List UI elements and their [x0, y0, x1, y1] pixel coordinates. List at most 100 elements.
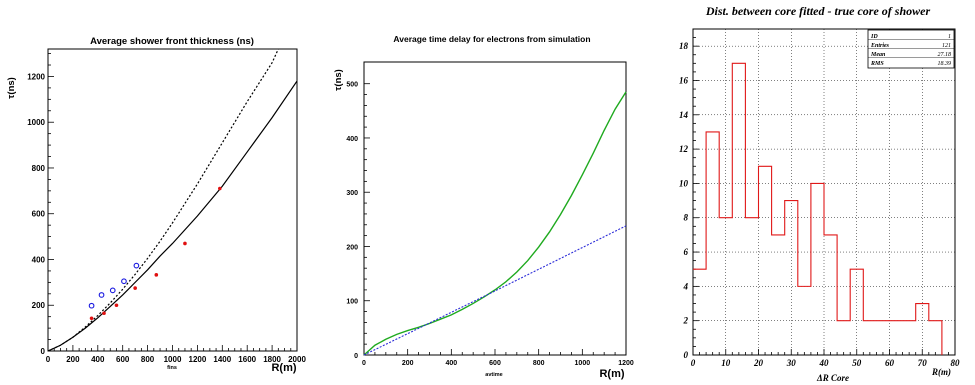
chart1-x-tick-label: 600 — [116, 355, 130, 364]
chart2-x-tick-label: 400 — [445, 360, 457, 367]
chart3-y-tick-label: 6 — [684, 247, 689, 257]
chart3-y-tick-label: 18 — [679, 41, 689, 51]
chart2-frame — [363, 61, 627, 356]
chart1-ylabel: τ(ns) — [6, 77, 17, 99]
chart2-x-tick-label: 600 — [489, 360, 501, 367]
chart1-y-tick-label: 600 — [32, 210, 46, 219]
chart1-red-point — [114, 303, 119, 308]
chart3-x-tick-label: 70 — [918, 358, 928, 368]
chart3-bar — [785, 201, 798, 355]
chart2-x-tick-label: 200 — [402, 360, 414, 367]
chart1-x-tick-label: 1200 — [189, 355, 207, 364]
chart1-x-tick-label: 1600 — [238, 355, 256, 364]
chart1-y-tick-label: 800 — [32, 164, 46, 173]
chart3-histogram — [693, 62, 943, 355]
chart3-y-tick-label: 10 — [679, 178, 689, 188]
chart3-bar — [929, 321, 942, 355]
chart2-y-tick-label: 400 — [346, 136, 358, 143]
chart1-x-tick-label: 2000 — [288, 355, 306, 364]
chart1-y-tick-label: 0 — [41, 347, 46, 356]
chart1-x-tick-label: 1000 — [164, 355, 182, 364]
chart1-plot: 0 200 400 600 800 1000 1200 1400 1600 1800 2000 0 20… — [27, 48, 306, 364]
chart1-x-tick-label: 1800 — [263, 355, 281, 364]
chart3-bar — [850, 269, 863, 355]
chart1-blue-point — [98, 292, 105, 298]
chart1-y-tick-label: 200 — [32, 301, 46, 310]
chart3-plot: 0 10 20 30 40 50 60 70 80 0 2 4 6 8 10 12 14 16 18 ID 1 Entri… — [679, 28, 961, 368]
chart3-stats-value: 27.18 — [938, 52, 952, 58]
chart3-bar — [837, 321, 850, 355]
chart3-bar — [876, 321, 889, 355]
chart3-y-tick-label: 8 — [684, 213, 689, 223]
chart1-series-dotted — [48, 49, 279, 351]
chart3-y-tick-label: 14 — [679, 110, 689, 120]
chart3-bar — [890, 321, 903, 355]
chart2-y-tick-label: 500 — [346, 82, 358, 89]
chart3-title: Dist. between core fitted - true core of… — [705, 4, 931, 18]
chart3-bar — [772, 235, 785, 355]
chart1-x-tick-label: 400 — [91, 355, 105, 364]
chart1-title: Average shower front thickness (ns) — [90, 36, 254, 47]
chart3-stats-label: Mean — [870, 52, 886, 58]
chart1-y-tick-label: 400 — [32, 255, 46, 264]
chart3-y-tick-label: 0 — [684, 350, 689, 360]
chart3-x-tick-label: 10 — [721, 358, 731, 368]
chart1-y-tick-label: 1000 — [27, 118, 45, 127]
chart2-y-tick-label: 100 — [346, 299, 358, 306]
chart3-bar — [863, 321, 876, 355]
chart1-x-tick-label: 800 — [141, 355, 155, 364]
chart3-bar — [903, 321, 916, 355]
chart1-y-tick-label: 1200 — [27, 72, 45, 81]
chart1-blue-point — [133, 262, 140, 269]
chart1-footer: fins — [167, 365, 177, 371]
chart3-bar — [759, 166, 772, 355]
chart3-x-tick-label: 20 — [753, 358, 764, 368]
chart1-x-tick-label: 1400 — [213, 355, 231, 364]
chart3-stats-label: ID — [870, 34, 878, 40]
chart2-x-tick-label: 1200 — [618, 360, 634, 367]
chart1-blue-point — [88, 302, 95, 309]
chart3-stats-label: RMS — [870, 61, 884, 67]
chart3-y-tick-label: 2 — [683, 316, 689, 326]
chart2-x-tick-label: 1000 — [575, 360, 591, 367]
chart3-x-tick-label: 80 — [951, 358, 961, 368]
chart2-y-tick-label: 200 — [346, 244, 358, 251]
chart1-red-point — [154, 273, 159, 277]
chart2-plot: 0 200 400 600 800 1000 1200 0 100 200 300 400 500 — [346, 61, 634, 367]
chart2-series-solid — [363, 91, 627, 356]
chart3-y-tick-label: 4 — [683, 281, 689, 291]
chart3-bar — [824, 235, 837, 355]
chart1-red-point — [89, 316, 94, 321]
chart2-x-tick-label: 800 — [533, 360, 545, 367]
chart3-stats-label: Entries — [870, 43, 890, 49]
chart2-title: Average time delay for electrons from si… — [393, 34, 590, 44]
chart1-red-point — [133, 286, 137, 290]
chart3-xunit: R(m) — [931, 367, 951, 377]
chart3-bar — [706, 132, 719, 355]
chart2-x-tick-label: 0 — [362, 360, 366, 367]
chart3-bar — [719, 218, 732, 355]
chart3-stats-box — [867, 29, 955, 69]
chart3-x-tick-label: 30 — [786, 358, 797, 368]
chart3-x-tick-label: 40 — [819, 358, 830, 368]
chart1-x-tick-label: 0 — [46, 355, 51, 364]
chart3-bar — [811, 183, 824, 355]
chart1-red-point — [183, 241, 187, 246]
chart3-bar — [732, 63, 745, 355]
chart2-series-dashed — [363, 225, 627, 356]
chart2-footer: avtime — [485, 372, 502, 378]
chart2-y-tick-label: 0 — [354, 353, 358, 360]
chart3-y-tick-label: 16 — [679, 75, 689, 85]
chart1-frame — [47, 48, 298, 352]
chart1-x-tick-label: 200 — [66, 355, 80, 364]
chart2-xlabel: R(m) — [599, 368, 624, 380]
chart3-y-tick-label: 12 — [679, 144, 689, 154]
chart2-y-tick-label: 300 — [346, 190, 358, 197]
chart3-xlabel: ΔR Core — [816, 373, 849, 383]
chart1-blue-point — [109, 287, 116, 294]
chart3-stats-value: 121 — [942, 43, 951, 49]
chart3-stats-value: 1 — [948, 34, 951, 40]
chart1-xlabel: R(m) — [271, 362, 296, 374]
chart3-x-tick-label: 0 — [691, 358, 696, 368]
